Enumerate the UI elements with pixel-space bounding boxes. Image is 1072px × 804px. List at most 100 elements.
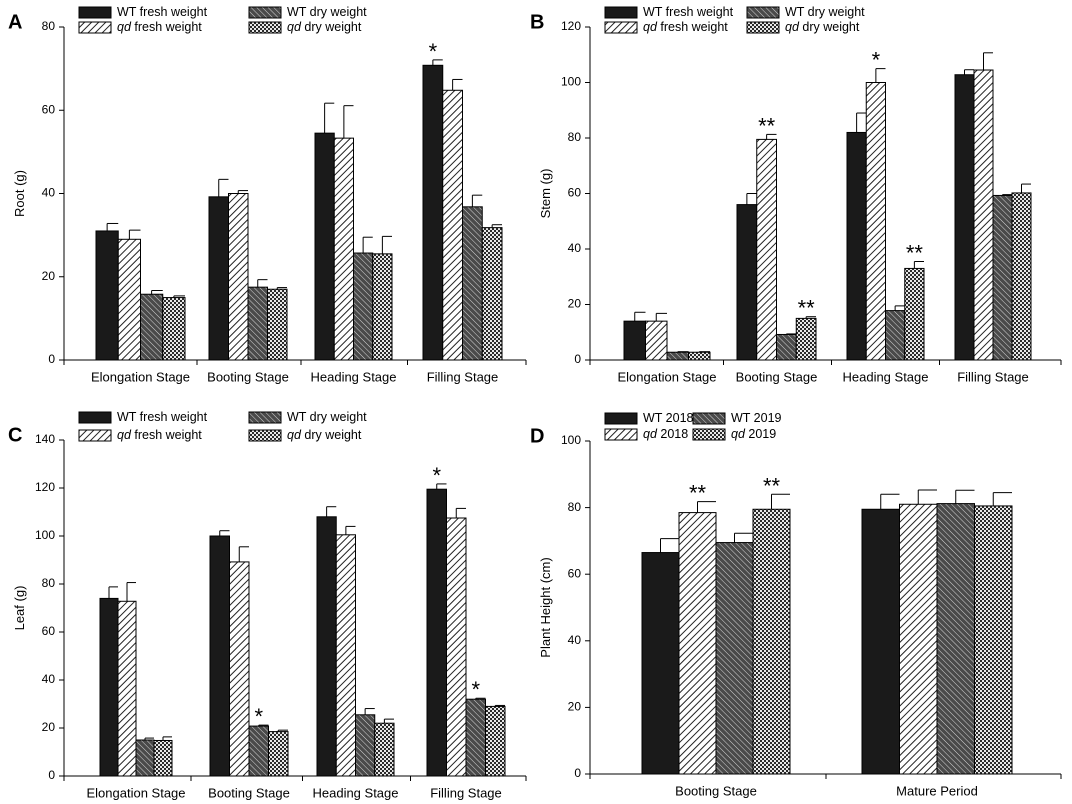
- significance-label: *: [432, 463, 441, 488]
- y-tick-label: 80: [568, 500, 582, 514]
- bar: [865, 82, 886, 361]
- legend-swatch: [78, 21, 112, 34]
- x-category-label: Filling Stage: [427, 369, 499, 384]
- legend-label-text: WT fresh weight: [643, 5, 734, 19]
- bar: [247, 286, 268, 361]
- x-category-label: Heading Stage: [312, 785, 398, 800]
- significance-label: *: [429, 39, 438, 64]
- legend-swatch: [248, 429, 282, 442]
- x-category-label: Filling Stage: [430, 785, 502, 800]
- bar: [645, 320, 668, 361]
- significance-label: *: [872, 48, 881, 73]
- x-category-label: Booting Stage: [675, 783, 757, 798]
- bar: [314, 132, 335, 361]
- y-tick-label: 20: [568, 297, 582, 311]
- bar: [353, 252, 374, 361]
- bar: [162, 297, 186, 361]
- bar: [688, 351, 711, 361]
- x-category-label: Elongation Stage: [86, 785, 185, 800]
- bar: [752, 508, 791, 775]
- bar: [623, 320, 646, 361]
- legend-label: qd dry weight: [287, 428, 362, 442]
- x-category-label: Elongation Stage: [91, 369, 190, 384]
- bar: [153, 739, 173, 777]
- significance-label: **: [763, 473, 781, 498]
- legend-label: WT fresh weight: [117, 5, 208, 19]
- panel-letter: C: [8, 424, 22, 446]
- y-tick-label: 100: [35, 528, 55, 542]
- y-tick-label: 80: [42, 19, 56, 33]
- legend-label: qd dry weight: [785, 20, 860, 34]
- y-tick-label: 60: [42, 624, 56, 638]
- legend-label-italic: qd: [287, 428, 302, 442]
- significance-label: **: [906, 240, 924, 265]
- legend-swatch: [604, 412, 638, 425]
- bar: [678, 512, 717, 775]
- x-category-label: Mature Period: [896, 783, 978, 798]
- legend-label-text: fresh weight: [657, 20, 728, 34]
- legend-label: qd dry weight: [287, 20, 362, 34]
- bar: [117, 238, 141, 361]
- bar: [248, 725, 269, 777]
- bar: [355, 714, 376, 777]
- legend-swatch: [604, 428, 638, 441]
- legend-label-text: WT fresh weight: [117, 410, 208, 424]
- significance-label: **: [758, 113, 776, 138]
- bar: [861, 508, 900, 775]
- y-tick-label: 60: [568, 186, 582, 200]
- legend-label-text: fresh weight: [131, 20, 202, 34]
- legend-label-italic: qd: [117, 428, 132, 442]
- bar: [267, 288, 288, 361]
- legend-label: qd 2018: [643, 427, 688, 441]
- bar: [899, 503, 938, 775]
- bar: [99, 597, 119, 777]
- legend-swatch: [746, 6, 780, 19]
- legend-label-text: WT 2019: [731, 411, 782, 425]
- legend-swatch: [746, 21, 780, 34]
- bar: [95, 230, 119, 361]
- panel-letter: B: [530, 11, 544, 33]
- panel-b: B 0 20 40 60 80 100 120 Stem (g) Elongation Stage…: [530, 5, 1062, 384]
- x-category-label: Booting Stage: [207, 369, 289, 384]
- legend-label-italic: qd: [643, 427, 658, 441]
- legend-label: qd fresh weight: [117, 428, 202, 442]
- legend-label: qd fresh weight: [643, 20, 728, 34]
- bar: [446, 517, 467, 777]
- legend-label-text: dry weight: [301, 428, 362, 442]
- bar: [904, 267, 925, 361]
- bar: [666, 351, 689, 361]
- bar: [209, 535, 230, 777]
- legend-label-text: fresh weight: [131, 428, 202, 442]
- panel-letter: A: [8, 11, 22, 33]
- legend-swatch: [78, 6, 112, 19]
- legend-label-text: dry weight: [301, 20, 362, 34]
- legend-label: WT dry weight: [287, 410, 367, 424]
- bar: [973, 69, 994, 361]
- legend-label-italic: qd: [117, 20, 132, 34]
- bar: [1011, 192, 1032, 361]
- bar: [316, 516, 337, 777]
- legend-label: WT fresh weight: [643, 5, 734, 19]
- legend-swatch: [248, 21, 282, 34]
- y-tick-label: 120: [561, 19, 581, 33]
- legend-label: WT dry weight: [785, 5, 865, 19]
- y-tick-label: 20: [42, 269, 56, 283]
- y-tick-label: 0: [48, 352, 55, 366]
- panel-a: A 0 20 40 60 80 Root (g) Elongation Stage Bootin…: [8, 5, 527, 384]
- bar: [485, 705, 506, 777]
- bar: [885, 310, 906, 361]
- bar: [715, 542, 754, 775]
- x-category-label: Booting Stage: [208, 785, 290, 800]
- panel-c: C 0 20 40 60 80 100 120 140 Leaf (g) Elongation St…: [8, 410, 527, 800]
- panel-d: D 0 20 40 60 80 100 Plant Height (cm) Booting St…: [530, 411, 1062, 798]
- x-category-label: Heading Stage: [842, 369, 928, 384]
- y-tick-label: 40: [568, 241, 582, 255]
- legend-label: WT fresh weight: [117, 410, 208, 424]
- legend-label-text: WT 2018: [643, 411, 694, 425]
- bar: [140, 293, 164, 361]
- legend-label-text: WT fresh weight: [117, 5, 208, 19]
- bar: [208, 196, 229, 361]
- y-tick-label: 80: [42, 576, 56, 590]
- y-tick-label: 0: [574, 766, 581, 780]
